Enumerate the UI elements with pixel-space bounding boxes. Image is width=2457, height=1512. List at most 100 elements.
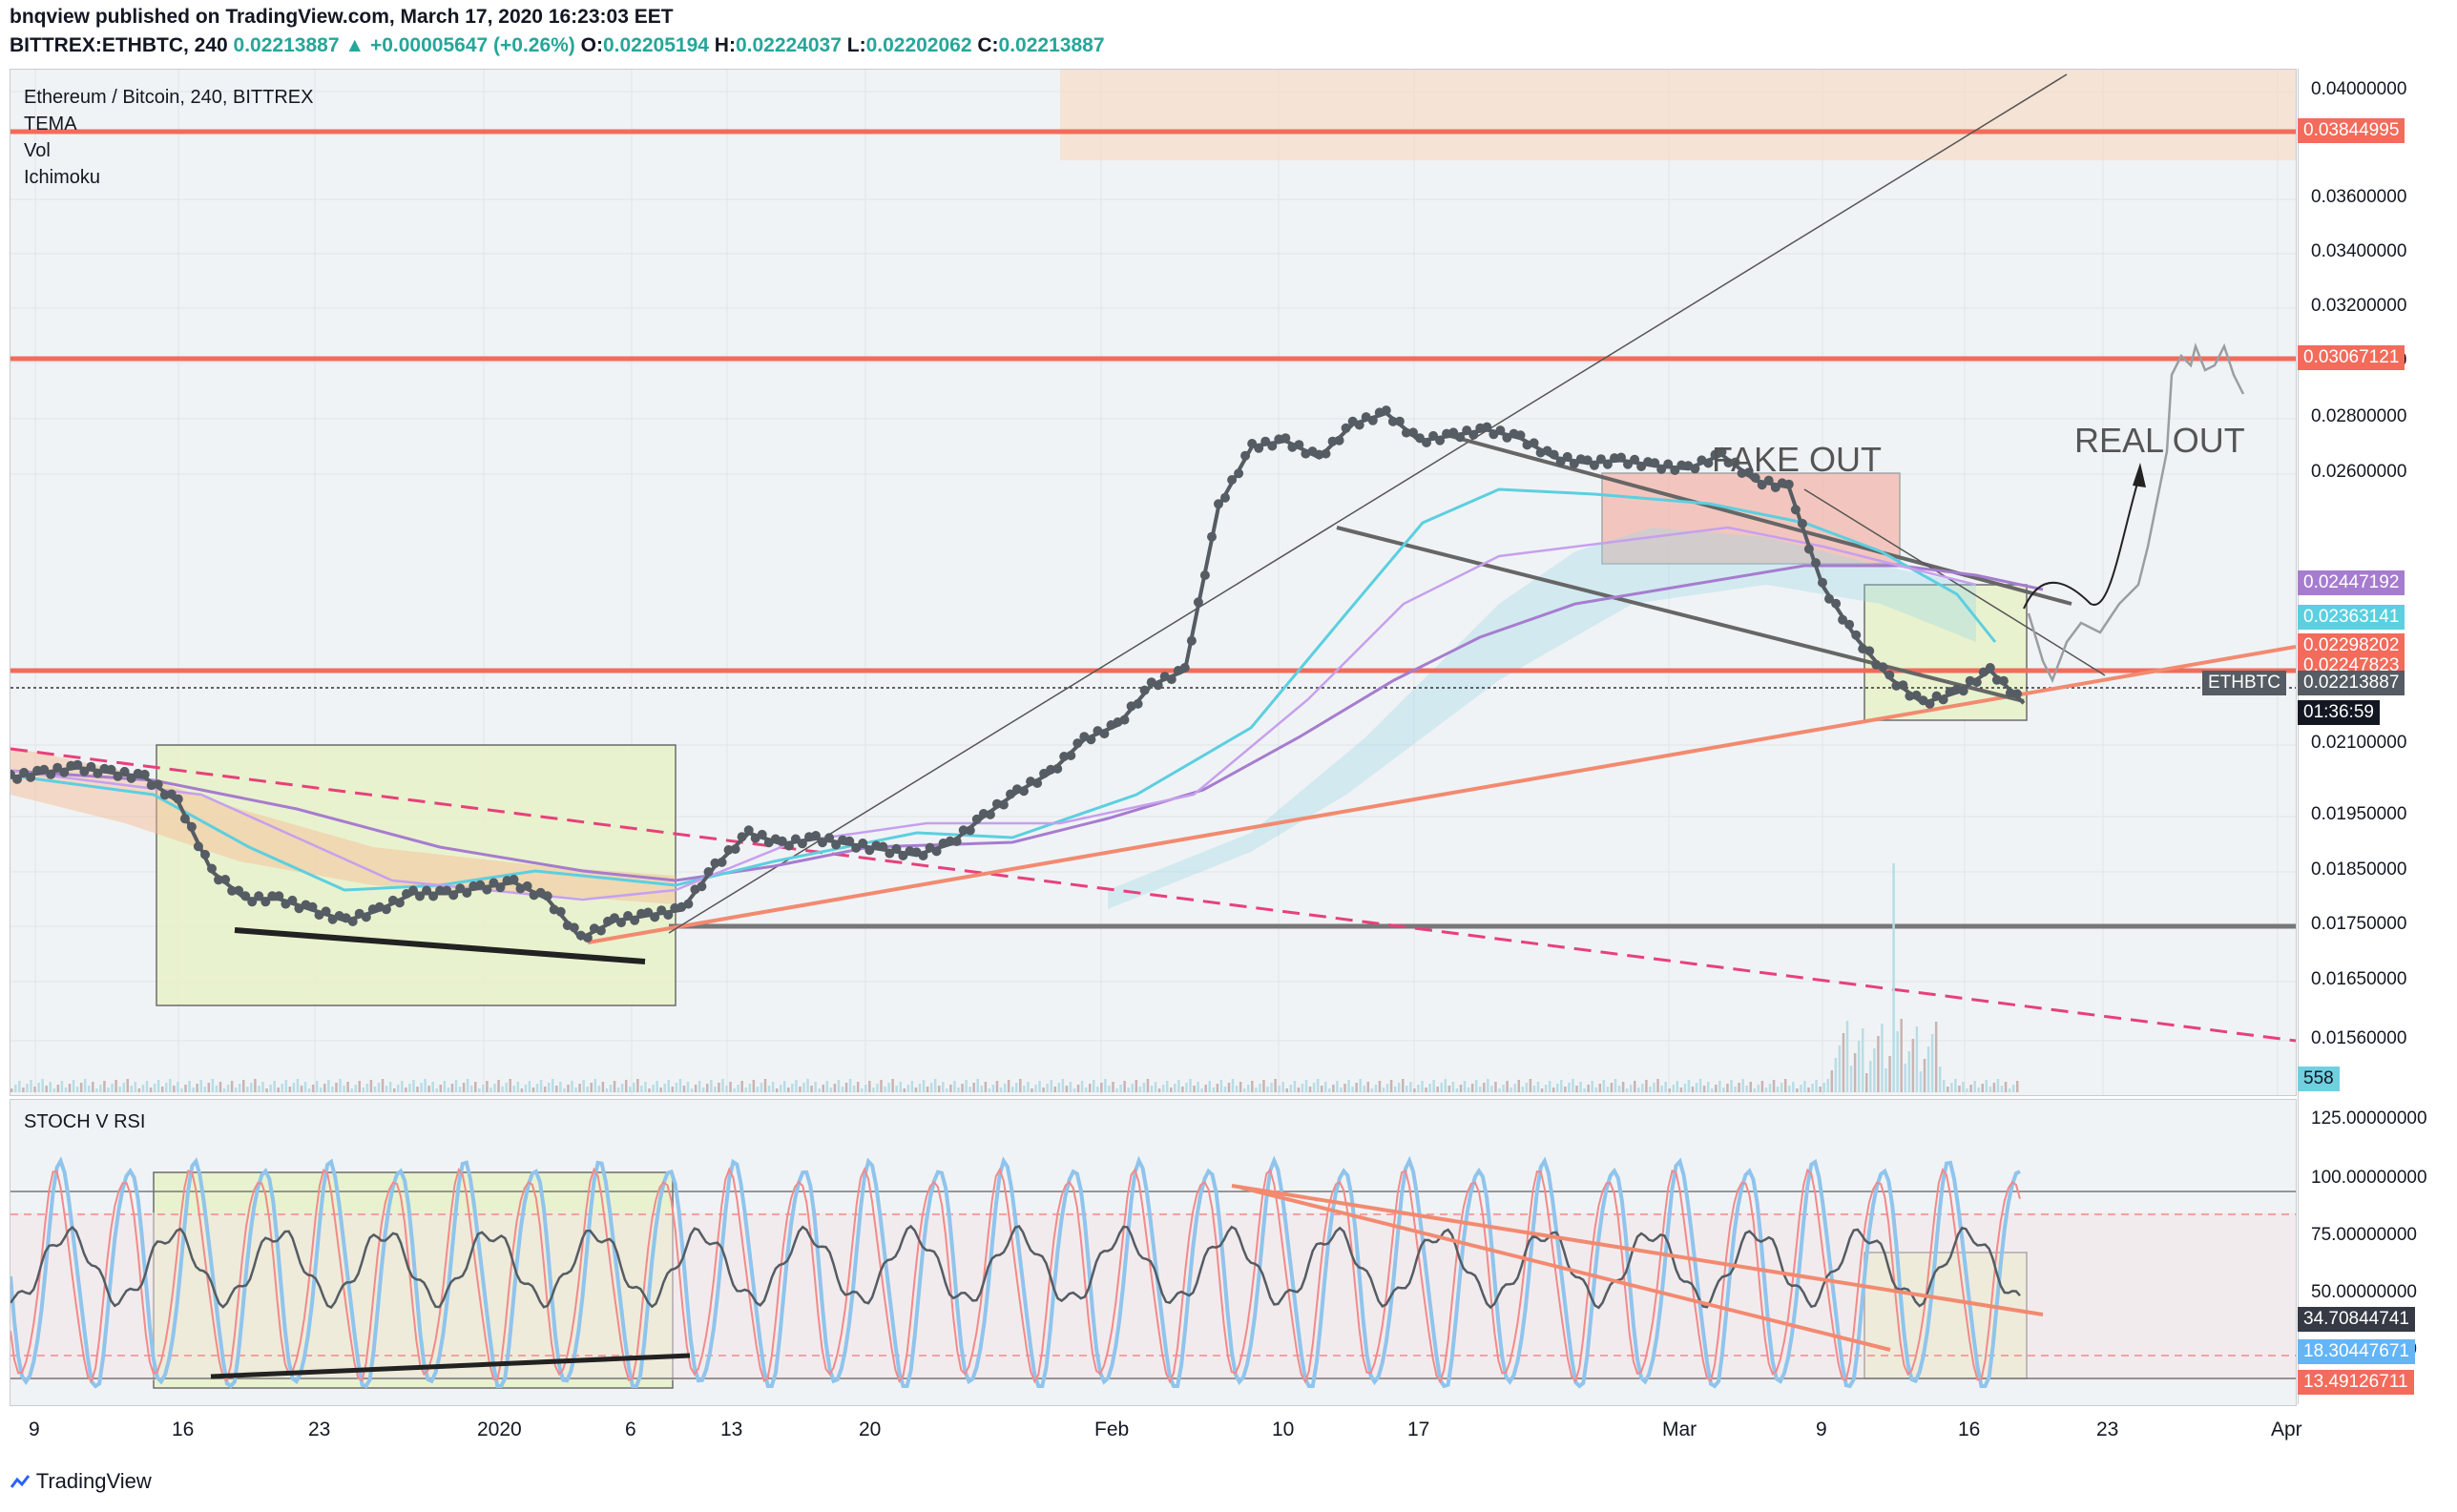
volume-bar xyxy=(486,1081,489,1092)
volume-bar xyxy=(868,1081,871,1092)
volume-bar xyxy=(933,1079,937,1092)
volume-bar xyxy=(388,1082,392,1092)
volume-bar xyxy=(1447,1086,1451,1092)
volume-bar xyxy=(659,1087,662,1092)
volume-bar xyxy=(1602,1080,1606,1092)
volume-bar xyxy=(1142,1083,1146,1092)
volume-bar xyxy=(559,1082,562,1092)
volume-bar xyxy=(1235,1086,1239,1092)
volume-bar xyxy=(33,1087,36,1092)
price-candle xyxy=(858,839,868,848)
volume-bar xyxy=(1954,1079,1957,1092)
price-candle xyxy=(891,843,902,854)
osc-value-label: 18.30447671 xyxy=(2298,1339,2415,1364)
volume-bar xyxy=(1783,1079,1787,1092)
price-candle xyxy=(1743,467,1754,478)
volume-bar xyxy=(1738,1083,1740,1092)
volume-bar xyxy=(427,1086,430,1092)
volume-bar xyxy=(1262,1080,1265,1092)
price-candle xyxy=(166,789,177,799)
volume-bar xyxy=(1668,1088,1671,1092)
volume-bar xyxy=(1711,1088,1714,1092)
volume-bar xyxy=(1157,1088,1161,1092)
volume-bar xyxy=(56,1085,60,1092)
price-candle xyxy=(1790,505,1801,515)
volume-bar xyxy=(1938,1067,1942,1092)
volume-bar xyxy=(1749,1082,1752,1092)
volume-bar xyxy=(942,1082,945,1092)
y-tick-label: 0.01560000 xyxy=(2311,1028,2407,1048)
price-candle xyxy=(415,891,425,901)
volume-bar xyxy=(207,1083,211,1092)
price-candle xyxy=(1515,430,1526,441)
price-candle xyxy=(52,762,63,773)
price-candle xyxy=(931,846,942,857)
osc-legend[interactable]: STOCH V RSI xyxy=(24,1111,146,1132)
volume-bar xyxy=(791,1084,794,1092)
price-candle xyxy=(86,761,96,772)
volume-bar xyxy=(706,1084,709,1092)
volume-bar xyxy=(1950,1083,1953,1092)
volume-bar xyxy=(88,1086,91,1092)
volume-bar xyxy=(177,1082,179,1092)
price-candle xyxy=(1401,427,1411,438)
volume-bar xyxy=(1370,1088,1374,1092)
volume-bar xyxy=(887,1083,890,1092)
volume-bar xyxy=(516,1082,520,1092)
price-candle xyxy=(1193,597,1203,608)
volume-bar xyxy=(173,1086,176,1092)
volume-bar xyxy=(926,1087,929,1092)
oscillator-pane[interactable]: STOCH V RSI xyxy=(10,1099,2297,1406)
volume-bar xyxy=(1023,1086,1026,1092)
volume-bar xyxy=(1617,1086,1621,1092)
volume-bar xyxy=(497,1080,500,1092)
footer-brand[interactable]: TradingView xyxy=(10,1469,152,1494)
volume-bar xyxy=(1069,1082,1072,1092)
volume-bar xyxy=(848,1079,852,1092)
volume-bar xyxy=(122,1083,125,1092)
osc-value-label: 13.49126711 xyxy=(2298,1370,2414,1395)
volume-bar xyxy=(369,1080,373,1092)
price-axis[interactable] xyxy=(2298,69,2457,1404)
volume-bar xyxy=(1873,1048,1876,1092)
price-candle xyxy=(1019,786,1029,797)
volume-bar xyxy=(1138,1087,1142,1092)
volume-bar xyxy=(1572,1079,1574,1092)
price-candle xyxy=(1723,458,1734,468)
volume-bar xyxy=(609,1085,613,1092)
volume-bar xyxy=(405,1087,407,1092)
volume-bar xyxy=(725,1086,728,1092)
volume-bar xyxy=(616,1087,620,1092)
price-candle xyxy=(1133,698,1143,709)
volume-bar xyxy=(1119,1085,1122,1092)
volume-bar xyxy=(571,1081,573,1092)
volume-bar xyxy=(1389,1080,1393,1092)
price-candle xyxy=(569,922,579,933)
legend-tema[interactable]: TEMA xyxy=(24,114,77,135)
volume-bar xyxy=(346,1082,349,1092)
volume-bar xyxy=(1397,1083,1401,1092)
legend-vol[interactable]: Vol xyxy=(24,140,51,161)
volume-bar xyxy=(752,1080,756,1092)
price-candle xyxy=(777,836,787,846)
volume-bar xyxy=(134,1082,137,1092)
price-change: ▲ +0.00005647 (+0.26%) xyxy=(344,34,575,56)
volume-bar xyxy=(744,1087,747,1092)
volume-bar xyxy=(1366,1082,1370,1092)
volume-bar xyxy=(864,1085,867,1092)
last-price: 0.02213887 xyxy=(233,34,340,56)
volume-bar xyxy=(412,1080,415,1092)
price-candle xyxy=(1455,432,1466,443)
legend-ichimoku[interactable]: Ichimoku xyxy=(24,167,101,188)
volume-bar xyxy=(509,1079,511,1092)
price-pane[interactable]: Ethereum / Bitcoin, 240, BITTREX TEMA Vo… xyxy=(10,69,2297,1096)
volume-bar xyxy=(1532,1086,1536,1092)
price-candle xyxy=(435,885,446,896)
price-candle xyxy=(153,779,163,790)
volume-bar xyxy=(362,1087,365,1092)
volume-bar xyxy=(392,1088,396,1092)
volume-bar xyxy=(1072,1088,1076,1092)
volume-bar xyxy=(972,1083,975,1092)
price-candle xyxy=(1066,751,1076,760)
volume-bar xyxy=(1359,1079,1362,1092)
